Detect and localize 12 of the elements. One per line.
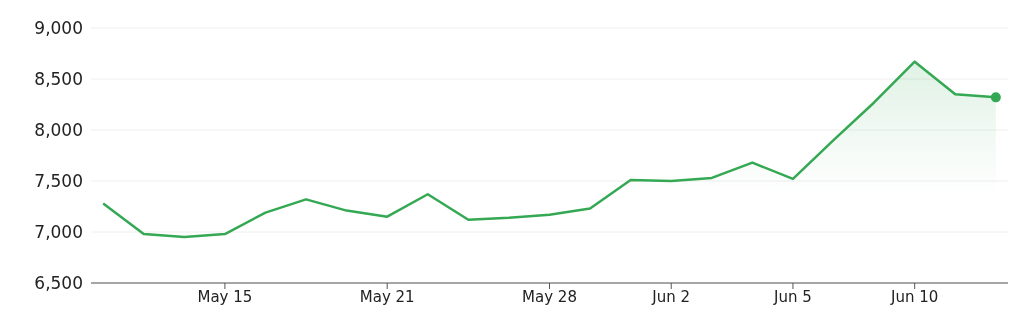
x-tick-label: Jun 2 bbox=[651, 287, 691, 306]
y-tick-label: 9,000 bbox=[34, 18, 83, 39]
x-tick-label: May 28 bbox=[522, 287, 577, 306]
y-tick-label: 8,000 bbox=[34, 120, 83, 141]
y-tick-label: 6,500 bbox=[34, 273, 83, 294]
y-tick-label: 7,000 bbox=[34, 222, 83, 243]
y-tick-label: 8,500 bbox=[34, 69, 83, 90]
x-tick-label: Jun 10 bbox=[890, 287, 939, 306]
x-tick-label: May 15 bbox=[197, 287, 253, 306]
x-tick-label: Jun 5 bbox=[773, 287, 812, 306]
y-tick-label: 7,500 bbox=[34, 171, 83, 192]
x-tick-label: May 21 bbox=[359, 287, 415, 306]
